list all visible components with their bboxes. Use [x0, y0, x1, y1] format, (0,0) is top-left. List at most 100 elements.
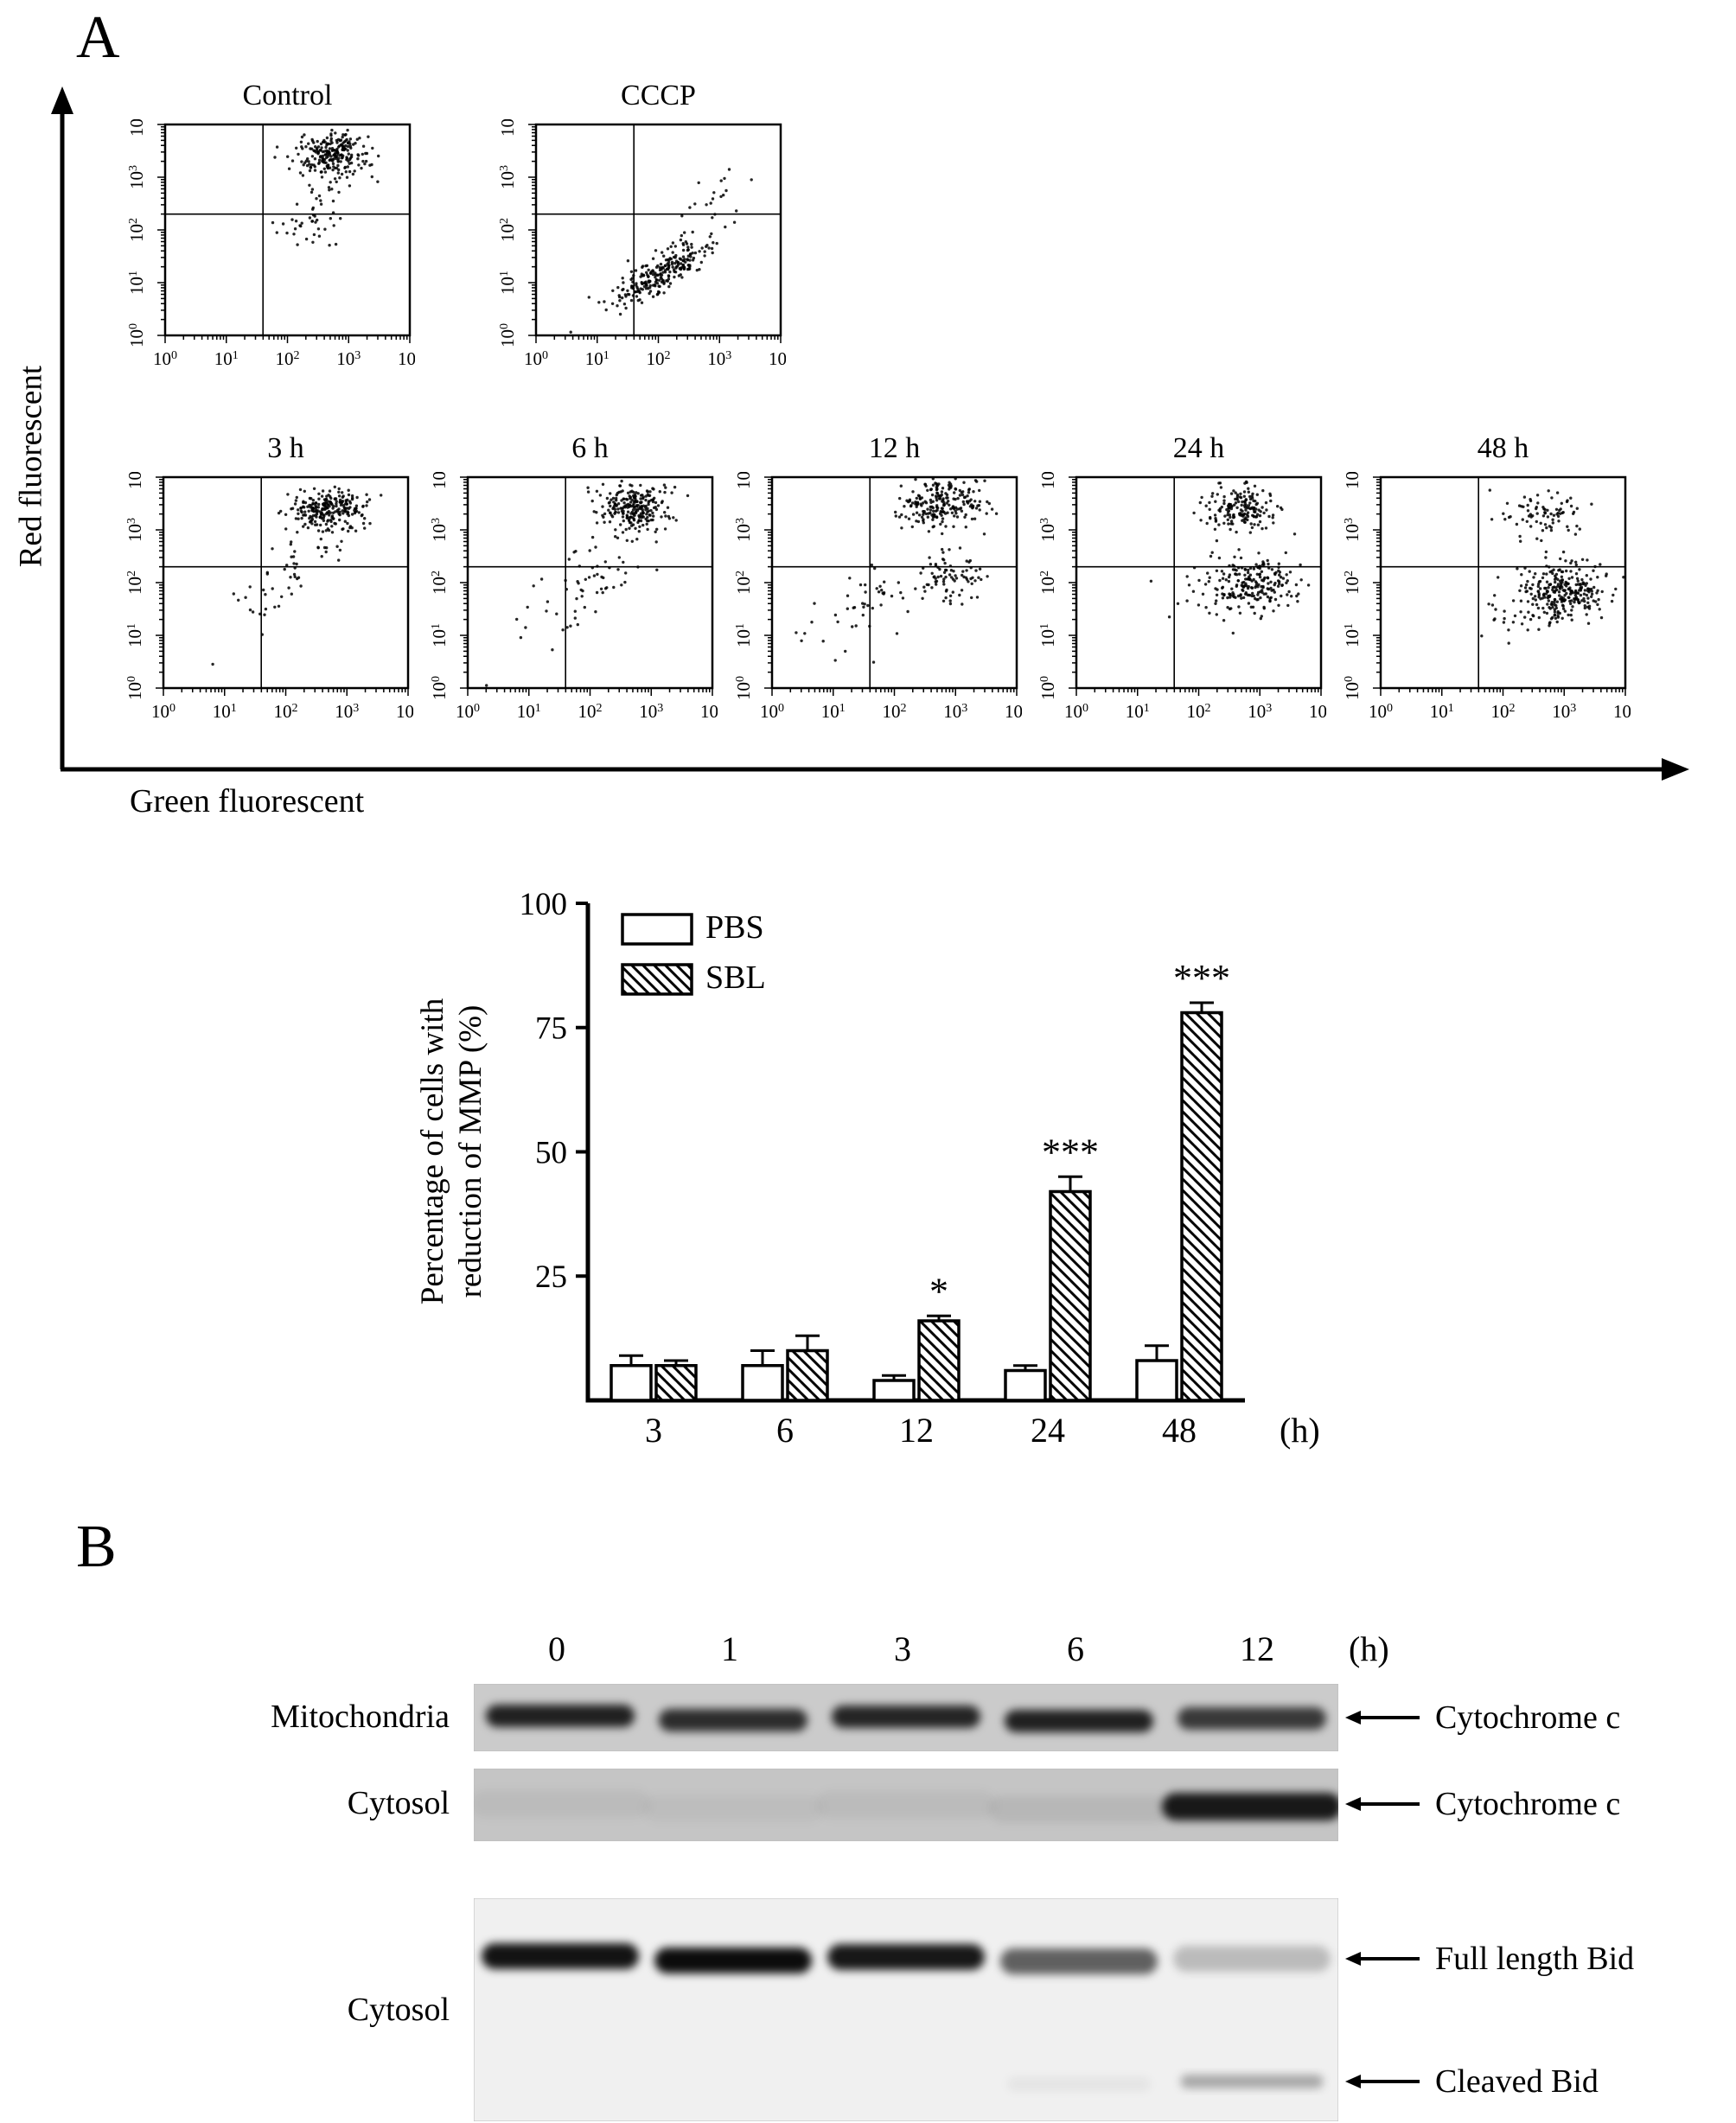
right-arrowhead-icon	[1662, 758, 1689, 781]
svg-text:100: 100	[1037, 676, 1058, 700]
svg-text:103: 103	[429, 518, 450, 542]
band-marker-label: Cleaved Bid	[1435, 2063, 1599, 2100]
flow-plot: CCCP 100 100 101 101 102 102 103 103 104 104	[488, 80, 793, 383]
flow-plot: 6 h 100 100 101 101 102 102 103 103 104 104	[419, 432, 724, 736]
svg-text:***: ***	[1042, 1131, 1099, 1173]
svg-text:101: 101	[585, 348, 610, 369]
svg-text:100: 100	[456, 701, 480, 722]
flow-plot-title: Control	[242, 80, 333, 112]
flow-plot-canvas: 100 100 101 101 102 102 103 103 104 104	[733, 465, 1029, 722]
flow-plot: Control 100 100 101 101 102 102 103 103 104 104	[117, 80, 422, 383]
svg-text:100: 100	[126, 323, 147, 347]
green-fluorescent-axis-label: Green fluorescent	[130, 783, 365, 819]
flow-plot: 12 h 100 100 101 101 102 102 103 103 104 104	[724, 432, 1029, 736]
flow-plot-title: CCCP	[621, 80, 696, 112]
svg-text:PBS: PBS	[705, 909, 764, 946]
svg-text:103: 103	[126, 165, 147, 189]
band-marker-row: Cytochrome c	[1345, 1699, 1620, 1736]
flow-plot: 48 h 100 100 101 101 102 102 103 103 104 104	[1332, 432, 1637, 736]
svg-text:104: 104	[1309, 701, 1326, 722]
blot-canvas	[470, 1768, 1342, 1842]
mmp-bar-chart: 25 50 75 100 Percentage of cells with reducti…	[415, 887, 1320, 1450]
svg-text:104: 104	[124, 472, 145, 489]
svg-text:100: 100	[760, 701, 784, 722]
svg-text:102: 102	[578, 701, 603, 722]
svg-text:100: 100	[151, 701, 176, 722]
band-marker-label: Cytochrome c	[1435, 1786, 1621, 1822]
svg-text:103: 103	[1552, 701, 1576, 722]
svg-text:101: 101	[497, 271, 518, 295]
svg-text:103: 103	[1248, 701, 1272, 722]
svg-text:101: 101	[1037, 623, 1058, 647]
svg-text:103: 103	[336, 348, 361, 369]
svg-text:102: 102	[1342, 571, 1363, 595]
svg-text:103: 103	[707, 348, 731, 369]
lane-label: 12	[1240, 1629, 1274, 1668]
svg-text:100: 100	[429, 676, 450, 700]
svg-text:102: 102	[733, 571, 754, 595]
svg-text:100: 100	[733, 676, 754, 700]
svg-text:103: 103	[639, 701, 663, 722]
lane-label: 6	[1067, 1629, 1084, 1668]
svg-text:12: 12	[899, 1411, 934, 1450]
svg-text:(h): (h)	[1280, 1411, 1320, 1450]
svg-text:50: 50	[535, 1135, 567, 1170]
svg-text:Percentage of cells with: Percentage of cells with	[415, 998, 450, 1304]
flow-plot-title: 6 h	[571, 432, 609, 464]
svg-text:101: 101	[126, 271, 147, 295]
svg-text:104: 104	[1005, 701, 1022, 722]
svg-text:101: 101	[821, 701, 846, 722]
svg-text:104: 104	[429, 472, 450, 489]
blot-strip-cytosol-bid	[473, 1897, 1339, 2123]
svg-text:104: 104	[1342, 472, 1363, 489]
svg-text:102: 102	[126, 218, 147, 242]
svg-text:102: 102	[1037, 571, 1058, 595]
left-arrow-icon	[1345, 1711, 1420, 1725]
blot-canvas	[473, 1897, 1339, 2122]
lane-label: 3	[894, 1629, 911, 1668]
band-marker-row: Cytochrome c	[1345, 1786, 1620, 1822]
svg-text:101: 101	[733, 623, 754, 647]
blot-label-mitochondria: Mitochondria	[271, 1699, 450, 1735]
svg-text:103: 103	[497, 165, 518, 189]
svg-text:***: ***	[1173, 957, 1230, 999]
svg-text:SBL: SBL	[705, 959, 766, 996]
svg-text:101: 101	[214, 348, 239, 369]
svg-text:101: 101	[1342, 623, 1363, 647]
svg-text:102: 102	[883, 701, 907, 722]
svg-text:103: 103	[124, 518, 145, 542]
svg-text:104: 104	[733, 472, 754, 489]
left-arrow-icon	[1345, 1952, 1420, 1966]
svg-text:25: 25	[535, 1259, 567, 1295]
svg-text:103: 103	[733, 518, 754, 542]
svg-text:103: 103	[1342, 518, 1363, 542]
up-arrowhead-icon	[51, 86, 73, 114]
svg-text:102: 102	[124, 571, 145, 595]
blot-label-cytosol-2: Cytosol	[347, 1992, 450, 2028]
svg-text:6: 6	[776, 1411, 794, 1450]
red-fluorescent-axis-label: Red fluorescent	[13, 365, 49, 568]
svg-text:101: 101	[429, 623, 450, 647]
svg-text:100: 100	[497, 323, 518, 347]
svg-text:101: 101	[213, 701, 237, 722]
flow-plot-title: 12 h	[868, 432, 921, 464]
svg-text:102: 102	[274, 701, 298, 722]
svg-text:102: 102	[276, 348, 300, 369]
svg-text:101: 101	[1126, 701, 1150, 722]
svg-text:48: 48	[1162, 1411, 1197, 1450]
blot-canvas	[473, 1683, 1339, 1752]
svg-text:102: 102	[1491, 701, 1516, 722]
svg-text:102: 102	[429, 571, 450, 595]
flow-row-1: Control100100101101102102103103104104CCC…	[117, 80, 793, 383]
band-marker-row: Full length Bid	[1345, 1941, 1634, 1977]
svg-text:103: 103	[943, 701, 967, 722]
svg-text:*: *	[929, 1270, 948, 1312]
svg-text:103: 103	[1037, 518, 1058, 542]
svg-text:101: 101	[1430, 701, 1454, 722]
svg-text:104: 104	[1037, 472, 1058, 489]
svg-text:24: 24	[1031, 1411, 1065, 1450]
svg-text:104: 104	[769, 348, 786, 369]
svg-text:104: 104	[396, 701, 413, 722]
svg-text:104: 104	[1613, 701, 1631, 722]
